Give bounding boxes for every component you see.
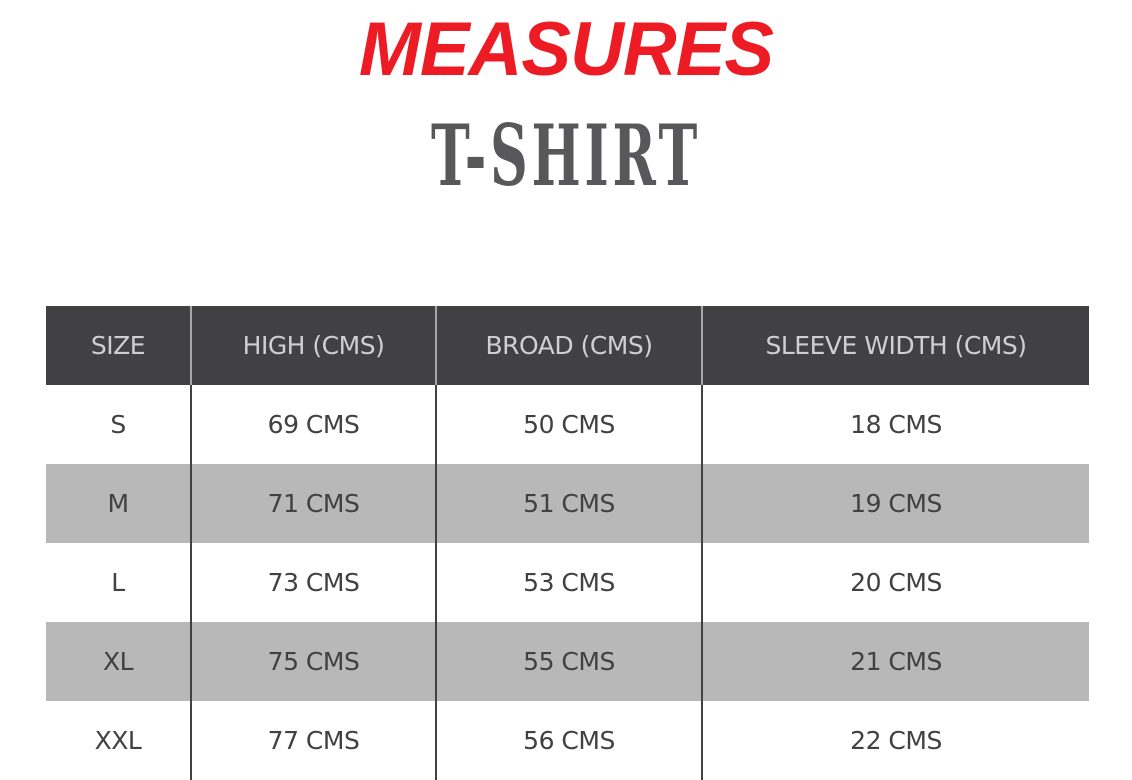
- cell-high: 77 CMS: [190, 701, 436, 780]
- cell-size: S: [110, 410, 126, 439]
- cell-broad: 50 CMS: [435, 385, 702, 464]
- cell-high: 69 CMS: [190, 385, 436, 464]
- page-subtitle: T-SHIRT: [430, 106, 702, 205]
- cell-broad: 53 CMS: [435, 543, 702, 622]
- cell-sleeve-width: 20 CMS: [701, 543, 1089, 622]
- header-sleeve-width: SLEEVE WIDTH (CMS): [701, 306, 1089, 385]
- cell-broad: 56 CMS: [435, 701, 702, 780]
- cell-sleeve-width: 18 CMS: [701, 385, 1089, 464]
- cell-size: L: [111, 568, 125, 597]
- page-title: MEASURES: [358, 7, 774, 92]
- header-size: SIZE: [46, 306, 191, 385]
- table-row: M 71 CMS 51 CMS 19 CMS: [46, 464, 1089, 543]
- table-row: S 69 CMS 50 CMS 18 CMS: [46, 385, 1089, 464]
- cell-high: 73 CMS: [190, 543, 436, 622]
- cell-broad: 55 CMS: [435, 622, 702, 701]
- cell-high: 75 CMS: [190, 622, 436, 701]
- cell-size: XXL: [94, 726, 142, 755]
- header-high: HIGH (CMS): [190, 306, 436, 385]
- table-header-row: SIZE HIGH (CMS) BROAD (CMS) SLEEVE WIDTH…: [46, 306, 1089, 385]
- cell-high: 71 CMS: [190, 464, 436, 543]
- table-row: L 73 CMS 53 CMS 20 CMS: [46, 543, 1089, 622]
- size-chart-table: SIZE HIGH (CMS) BROAD (CMS) SLEEVE WIDTH…: [46, 306, 1089, 780]
- cell-sleeve-width: 21 CMS: [701, 622, 1089, 701]
- cell-broad: 51 CMS: [435, 464, 702, 543]
- table-row: XL 75 CMS 55 CMS 21 CMS: [46, 622, 1089, 701]
- cell-size: XL: [46, 622, 191, 701]
- cell-size: M: [46, 464, 191, 543]
- cell-sleeve-width: 19 CMS: [701, 464, 1089, 543]
- cell-sleeve-width: 22 CMS: [701, 701, 1089, 780]
- table-row: XXL 77 CMS 56 CMS 22 CMS: [46, 701, 1089, 780]
- header-broad: BROAD (CMS): [435, 306, 702, 385]
